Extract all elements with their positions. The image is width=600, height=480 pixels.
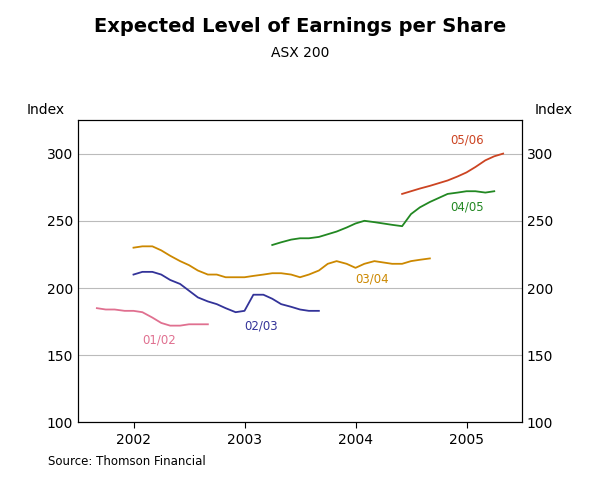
Text: 04/05: 04/05	[450, 201, 484, 214]
Text: Expected Level of Earnings per Share: Expected Level of Earnings per Share	[94, 17, 506, 36]
Text: Index: Index	[535, 103, 573, 117]
Text: 03/04: 03/04	[355, 272, 389, 285]
Text: Index: Index	[27, 103, 65, 117]
Text: 05/06: 05/06	[450, 133, 484, 147]
Text: 02/03: 02/03	[245, 319, 278, 332]
Text: ASX 200: ASX 200	[271, 46, 329, 60]
Text: Source: Thomson Financial: Source: Thomson Financial	[48, 455, 206, 468]
Text: 01/02: 01/02	[142, 334, 176, 347]
